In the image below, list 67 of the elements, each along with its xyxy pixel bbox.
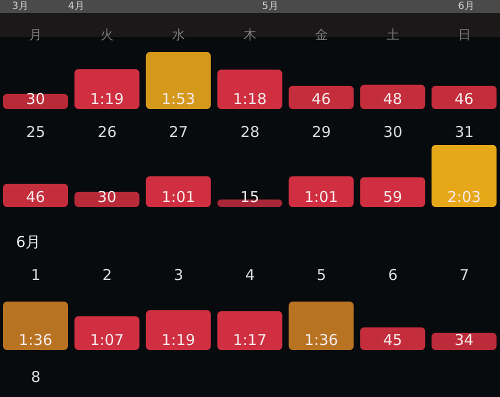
data-label: 46 — [312, 90, 331, 108]
x-tick-label: 日 — [458, 28, 471, 43]
x-tick-label: 金 — [314, 28, 328, 43]
x-tick-label: 1 — [30, 266, 40, 284]
data-label: 1:01 — [162, 188, 196, 206]
x-tick-label: 26 — [98, 123, 117, 141]
data-label: 45 — [383, 331, 402, 349]
data-label: 1:19 — [90, 90, 124, 108]
bar — [288, 302, 354, 350]
bar — [217, 311, 282, 350]
bar — [360, 327, 426, 350]
x-tick-label: 28 — [240, 123, 260, 141]
bar — [288, 86, 354, 109]
data-label: 30 — [97, 188, 116, 206]
data-label: 1:19 — [162, 331, 196, 349]
data-label: 34 — [454, 331, 474, 349]
data-label: 30 — [26, 90, 46, 108]
bar — [3, 94, 68, 109]
data-label: 1:01 — [304, 188, 338, 206]
chart-title: 6月 — [15, 232, 42, 253]
data-label: 2:03 — [447, 188, 481, 206]
bar — [74, 192, 140, 207]
bar — [74, 69, 140, 109]
bar — [360, 84, 426, 109]
x-tick-label: 27 — [169, 123, 188, 141]
x-tick-label: 6 — [388, 266, 398, 284]
bar — [432, 145, 497, 207]
bar — [432, 332, 497, 350]
x-tick-label: 2 — [102, 266, 112, 284]
data-label: 59 — [383, 188, 402, 206]
x-tick-label: 火 — [100, 28, 114, 43]
x-tick-label: 29 — [312, 123, 331, 141]
text: 8 — [30, 367, 42, 386]
bar — [74, 316, 140, 350]
bar — [146, 310, 211, 350]
x-tick-label: 7 — [460, 266, 470, 284]
x-tick-label: 木 — [244, 28, 256, 43]
data-label: 46 — [454, 90, 474, 108]
bar — [146, 176, 211, 207]
data-label: 1:07 — [90, 331, 124, 349]
x-tick-label: 5 — [316, 266, 326, 284]
bar — [146, 52, 211, 109]
x-tick-label: 31 — [454, 123, 474, 141]
data-label: 1:17 — [232, 331, 267, 349]
bar — [3, 184, 68, 207]
bar — [432, 86, 497, 109]
data-label: 1:36 — [18, 331, 52, 349]
text: 4月 — [68, 0, 84, 13]
bar — [3, 302, 68, 350]
x-tick-label: 30 — [383, 123, 402, 141]
x-tick-label: 25 — [26, 123, 46, 141]
bar — [360, 177, 426, 207]
bar — [217, 70, 282, 109]
data-label: 46 — [26, 188, 46, 206]
data-label: 1:53 — [162, 90, 196, 108]
data-label: 1:18 — [232, 90, 267, 108]
x-tick-label: 水 — [172, 28, 186, 43]
x-tick-label: 土 — [386, 28, 400, 43]
text: 3月 — [12, 0, 28, 13]
bar — [288, 176, 354, 207]
x-tick-label: 4 — [245, 266, 255, 284]
x-tick-label: 3 — [174, 266, 184, 284]
text: 6月 — [458, 0, 474, 13]
data-label: 1:36 — [304, 331, 338, 349]
x-tick-label: 月 — [29, 28, 42, 43]
text: 5月 — [262, 0, 278, 13]
data-label: 48 — [383, 90, 402, 108]
